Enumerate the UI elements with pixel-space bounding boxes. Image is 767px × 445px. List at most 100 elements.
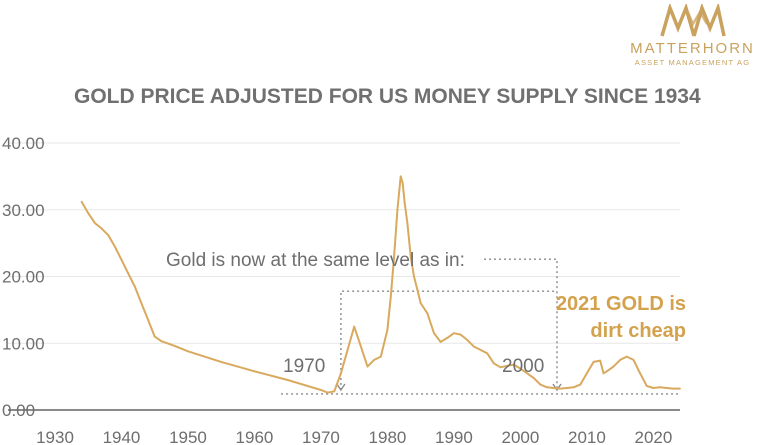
data-point xyxy=(572,386,575,389)
data-point xyxy=(612,365,615,368)
data-point xyxy=(100,227,103,230)
data-point xyxy=(426,312,429,315)
annotation-layer: Gold is now at the same level as in: 197… xyxy=(166,250,686,377)
x-tick-label: 1980 xyxy=(369,428,407,445)
x-tick-label: 2000 xyxy=(502,428,540,445)
data-point xyxy=(389,295,392,298)
data-point xyxy=(512,363,515,366)
callout-line-2: dirt cheap xyxy=(590,320,686,342)
data-point xyxy=(140,302,143,305)
data-point xyxy=(639,372,641,375)
bracket-1970-2000 xyxy=(340,290,558,390)
y-tick-label: 40.00 xyxy=(2,134,45,153)
x-tick-label: 1990 xyxy=(435,428,473,445)
data-point xyxy=(403,202,406,205)
data-point xyxy=(353,325,356,328)
data-point xyxy=(672,387,675,390)
data-point xyxy=(346,349,349,351)
data-point xyxy=(120,258,123,261)
data-point xyxy=(586,372,588,375)
reference-guides xyxy=(281,258,680,395)
data-point xyxy=(406,222,409,225)
data-point xyxy=(113,245,116,248)
arrow-head xyxy=(552,383,562,392)
data-point xyxy=(366,365,369,368)
data-point xyxy=(340,372,342,375)
data-point xyxy=(539,383,542,386)
data-point xyxy=(599,359,602,362)
data-point xyxy=(473,345,475,348)
data-point xyxy=(386,329,389,331)
data-point xyxy=(625,355,628,358)
data-point xyxy=(396,208,399,211)
data-point xyxy=(286,379,289,381)
company-logo: MATTERHORN ASSET MANAGEMENT AG xyxy=(620,2,765,72)
x-tick-label: 1930 xyxy=(36,428,74,445)
data-point xyxy=(147,319,150,321)
callout-line-1: 2021 GOLD is xyxy=(556,293,686,315)
x-tick-label: 1940 xyxy=(103,428,141,445)
data-point xyxy=(526,372,528,375)
y-tick-label: 30.00 xyxy=(2,201,45,220)
data-point xyxy=(379,355,382,358)
data-point xyxy=(87,212,90,215)
logo-subtitle: ASSET MANAGEMENT AG xyxy=(634,58,751,67)
data-point xyxy=(419,302,422,305)
data-point xyxy=(552,387,555,389)
y-axis-ticks: 0.00 10.00 20.00 30.00 40.00 xyxy=(2,134,45,420)
data-point xyxy=(399,175,402,178)
data-point xyxy=(173,345,176,347)
y-tick-label: 0.00 xyxy=(2,401,35,420)
data-point xyxy=(133,285,136,288)
data-point xyxy=(566,387,568,389)
data-point xyxy=(679,387,681,390)
data-point xyxy=(446,337,449,339)
data-point xyxy=(453,332,455,335)
data-point xyxy=(401,182,404,185)
annotation-1970: 1970 xyxy=(283,356,325,377)
logo-name: MATTERHORN xyxy=(630,40,755,57)
annotation-headline: Gold is now at the same level as in: xyxy=(166,250,465,271)
data-point xyxy=(492,362,495,365)
data-point xyxy=(579,383,582,386)
data-point xyxy=(253,370,256,373)
data-point xyxy=(602,372,605,375)
data-point xyxy=(486,352,489,355)
annotation-2000: 2000 xyxy=(502,356,544,377)
data-point xyxy=(439,341,442,343)
data-point xyxy=(546,386,548,389)
data-point xyxy=(127,272,129,275)
x-tick-label: 1970 xyxy=(302,428,340,445)
data-point xyxy=(360,345,362,348)
data-point xyxy=(659,386,661,389)
series-layer xyxy=(80,175,681,394)
x-tick-label: 2010 xyxy=(568,428,606,445)
data-point xyxy=(506,365,508,367)
data-point xyxy=(519,367,522,370)
arrow-head xyxy=(336,383,346,392)
data-point xyxy=(94,222,96,225)
data-point xyxy=(459,333,462,336)
data-point xyxy=(220,361,223,363)
data-point xyxy=(466,339,469,341)
data-point xyxy=(479,349,482,351)
data-point xyxy=(373,359,375,361)
data-point xyxy=(326,391,329,394)
data-point xyxy=(652,387,655,389)
data-point xyxy=(320,389,322,391)
gold-price-series-line xyxy=(80,175,680,394)
data-point xyxy=(592,361,595,363)
data-point xyxy=(80,200,83,203)
x-tick-label: 2020 xyxy=(634,428,672,445)
data-point xyxy=(532,377,535,379)
data-point xyxy=(409,255,412,258)
x-tick-label: 1960 xyxy=(236,428,274,445)
data-point xyxy=(665,387,668,389)
data-point xyxy=(619,359,622,361)
data-point xyxy=(107,234,110,237)
data-point xyxy=(606,370,608,373)
data-point xyxy=(187,350,189,353)
data-point xyxy=(499,366,502,369)
x-axis-ticks: 1930 1940 1950 1960 1970 1980 1990 2000 2010 2020 xyxy=(36,428,672,445)
